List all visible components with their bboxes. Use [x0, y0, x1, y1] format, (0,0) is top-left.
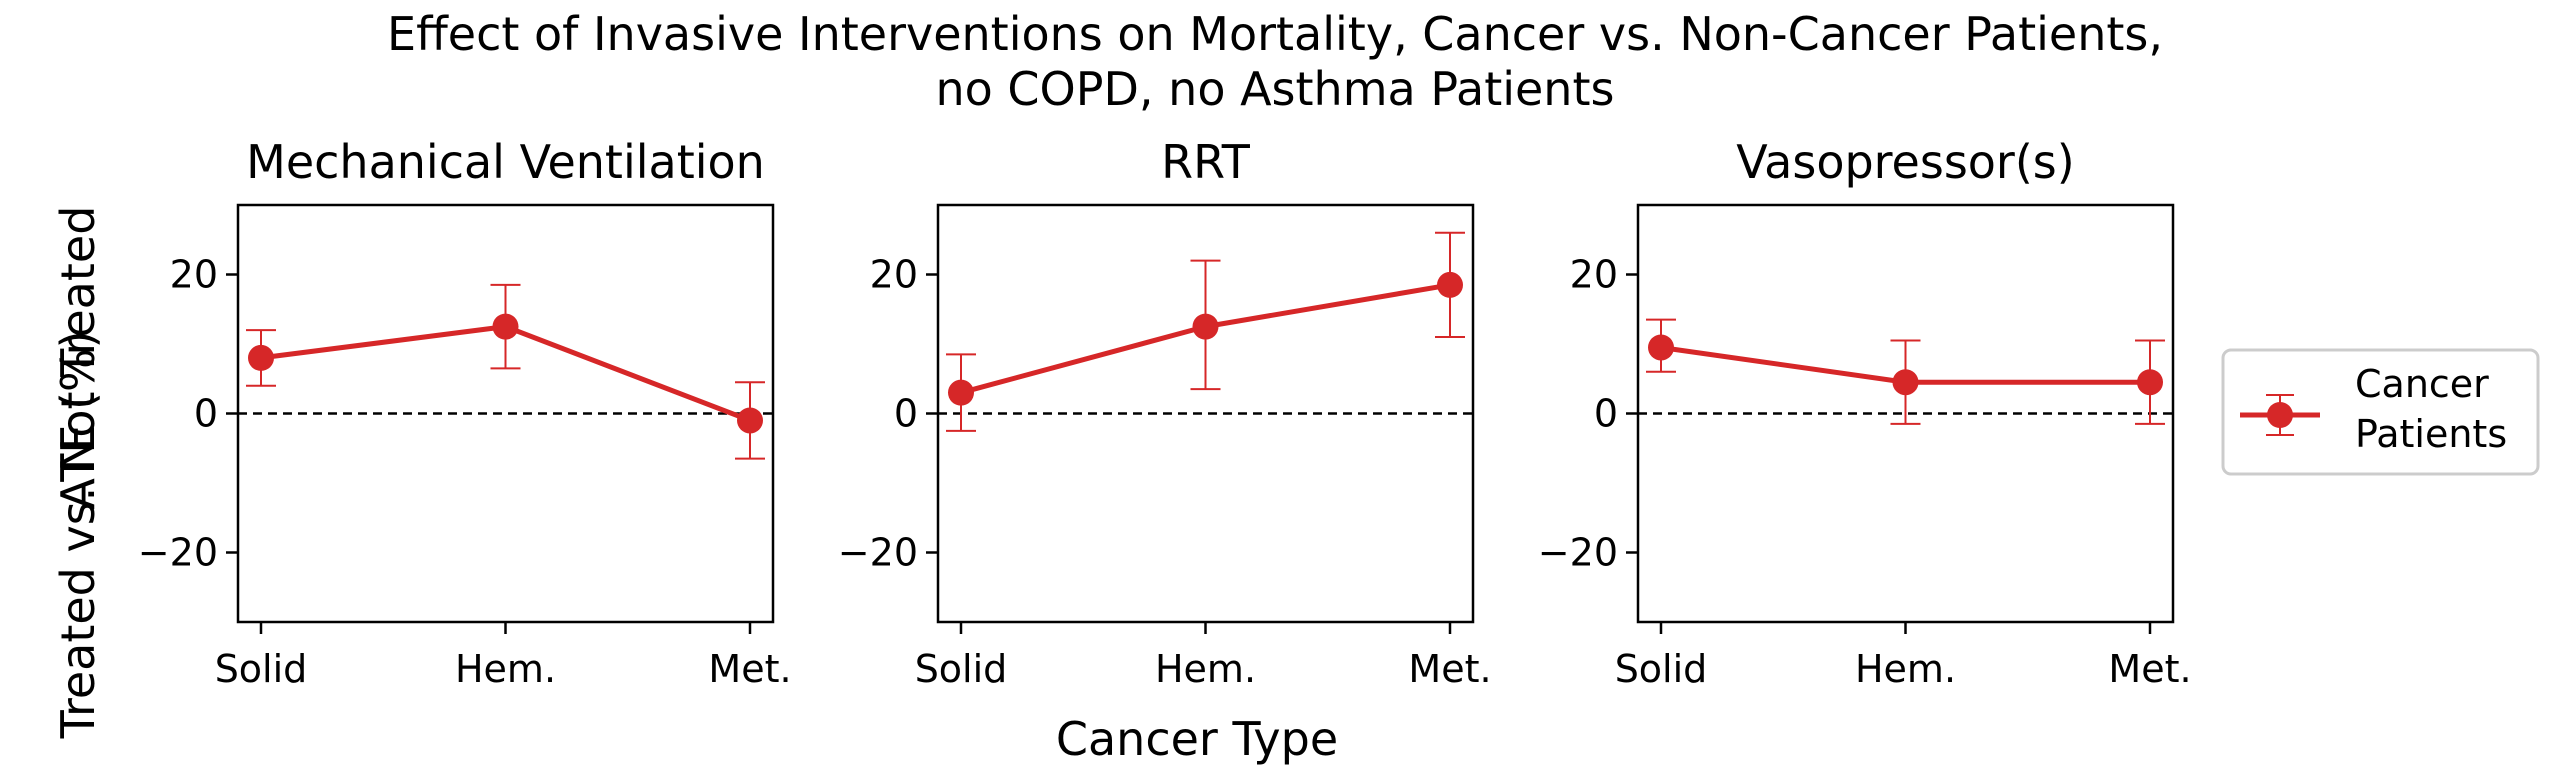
data-point	[948, 379, 974, 406]
panel-2: RRT 20 0 −20 Solid Hem. Met.	[838, 135, 1492, 691]
data-point	[1892, 369, 1919, 396]
legend: Cancer Patients	[2221, 348, 2540, 476]
x-tick-label: Hem.	[1155, 647, 1256, 691]
y-tick-label: −20	[1538, 531, 1618, 575]
y-tick-label: 0	[1594, 392, 1618, 436]
legend-label-line-2: Patients	[2355, 412, 2507, 456]
x-tick-label: Solid	[915, 647, 1008, 691]
figure-title-line-1: Effect of Invasive Interventions on Mort…	[387, 7, 2163, 61]
panel-title: Vasopressor(s)	[1736, 135, 2074, 189]
y-axis-label-line-2: Treated vs. Not Treated	[51, 206, 105, 740]
y-tick-label: 0	[894, 392, 918, 436]
y-tick-label: −20	[838, 531, 918, 575]
panels: Mechanical Ventilation 20 0 −20 Solid Hem. Met…	[138, 135, 2192, 691]
data-point	[492, 313, 519, 340]
y-axis-label-line-1: ATE (%)	[51, 330, 105, 509]
x-tick-label: Solid	[1615, 647, 1708, 691]
x-tick-label: Hem.	[455, 647, 556, 691]
y-tick-label: −20	[138, 531, 218, 575]
x-tick-label: Solid	[215, 647, 308, 691]
axes-frame	[936, 203, 1475, 624]
axes-frame	[236, 203, 775, 624]
panel-title: Mechanical Ventilation	[246, 135, 765, 189]
panel-3: Vasopressor(s) 20 0 −20 Solid Hem. Met.	[1538, 135, 2192, 691]
legend-label-line-1: Cancer	[2355, 362, 2489, 406]
legend-frame	[2221, 348, 2540, 476]
figure-title-line-2: no COPD, no Asthma Patients	[936, 62, 1615, 116]
y-tick-label: 20	[1570, 253, 1618, 297]
x-tick-label: Met.	[708, 647, 791, 691]
y-tick-label: 20	[870, 253, 918, 297]
data-point	[2137, 369, 2163, 396]
data-point	[248, 344, 274, 371]
panel-1: Mechanical Ventilation 20 0 −20 Solid Hem. Met…	[138, 135, 792, 691]
legend-point-marker	[2267, 402, 2293, 428]
x-tick-label: Met.	[2108, 647, 2191, 691]
panel-title: RRT	[1161, 135, 1251, 189]
x-tick-label: Met.	[1408, 647, 1491, 691]
data-point	[737, 407, 763, 434]
data-point	[1648, 334, 1674, 361]
data-point	[1437, 271, 1463, 298]
x-axis-label: Cancer Type	[1056, 712, 1338, 766]
y-tick-label: 20	[170, 253, 218, 297]
x-tick-label: Hem.	[1855, 647, 1956, 691]
data-point	[1192, 313, 1219, 340]
axes-frame	[1636, 203, 2175, 624]
y-tick-label: 0	[194, 392, 218, 436]
